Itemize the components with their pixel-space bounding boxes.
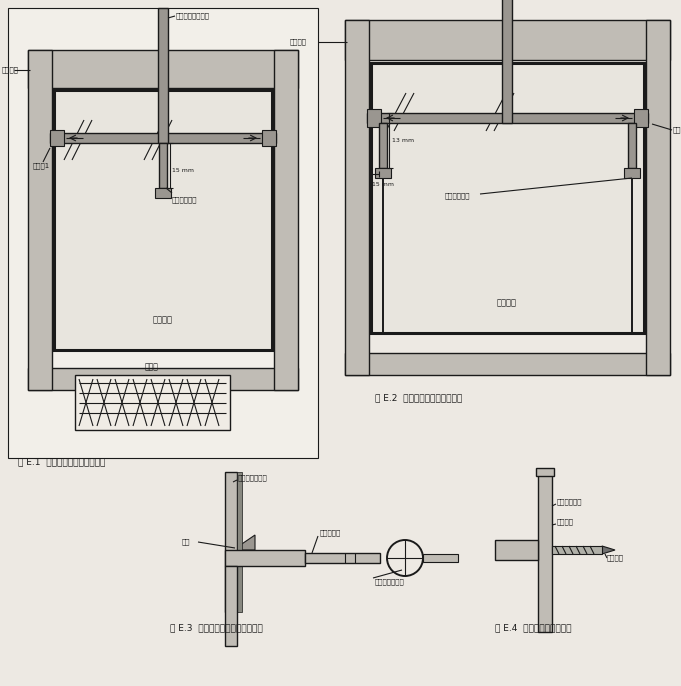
Bar — [50, 133, 276, 143]
Bar — [502, 0, 512, 123]
Text: 见详图1: 见详图1 — [33, 163, 50, 169]
Bar — [375, 168, 391, 178]
Bar — [345, 20, 670, 60]
Text: 定位螺母: 定位螺母 — [557, 519, 574, 525]
Bar — [54, 90, 272, 350]
Bar — [367, 109, 381, 127]
Text: 支撑触点: 支撑触点 — [607, 555, 624, 561]
Bar — [274, 50, 298, 390]
Bar — [237, 472, 242, 612]
Bar — [225, 472, 237, 612]
Bar — [155, 188, 171, 198]
Bar — [28, 50, 298, 88]
Bar — [538, 472, 552, 632]
Text: 见图E.4: 见图E.4 — [673, 127, 681, 133]
Text: 热箱不锈钢支撑架: 热箱不锈钢支撑架 — [176, 13, 210, 19]
Bar — [50, 130, 64, 146]
Polygon shape — [233, 535, 255, 550]
Text: 电热器: 电热器 — [145, 362, 159, 372]
Text: 试件洞口: 试件洞口 — [2, 67, 19, 73]
Text: 伸缩支撑杆: 伸缩支撑杆 — [320, 530, 341, 536]
Bar — [423, 554, 458, 562]
Text: 试件洞口内层面: 试件洞口内层面 — [238, 475, 268, 482]
Bar — [225, 550, 305, 566]
Text: 支撑杆锁紧螺帽: 支撑杆锁紧螺帽 — [375, 579, 405, 585]
Text: 玻璃试件: 玻璃试件 — [497, 298, 517, 307]
Text: 15 mm: 15 mm — [372, 182, 394, 187]
Bar — [225, 566, 237, 646]
Bar — [371, 63, 644, 333]
Bar — [628, 123, 636, 168]
Bar — [8, 8, 318, 458]
Bar — [536, 468, 554, 476]
Bar — [379, 123, 387, 168]
Bar — [495, 540, 538, 560]
Bar — [624, 168, 640, 178]
Bar — [646, 20, 670, 375]
Text: 胶垫: 胶垫 — [182, 539, 191, 545]
Text: 可调支撑触点: 可调支撑触点 — [445, 193, 471, 200]
Bar — [262, 130, 276, 146]
Text: 图 E.4  可调支撑触点示意图: 图 E.4 可调支撑触点示意图 — [495, 624, 571, 632]
Text: 试件洞口: 试件洞口 — [290, 38, 307, 45]
Text: 可调支控触点: 可调支控触点 — [172, 197, 197, 203]
Bar — [634, 109, 648, 127]
Text: 图 E.1  热箱检测辅助装置示意图: 图 E.1 热箱检测辅助装置示意图 — [18, 458, 106, 466]
Text: 图 E.2  冷箱检测辅助装置示意图: 图 E.2 冷箱检测辅助装置示意图 — [375, 394, 462, 403]
Bar — [75, 375, 230, 430]
Text: 不锈钢支撑架: 不锈钢支撑架 — [557, 499, 582, 506]
Bar — [28, 50, 52, 390]
Bar — [305, 553, 380, 563]
Bar — [345, 353, 670, 375]
Bar — [28, 368, 298, 390]
Bar — [345, 20, 369, 375]
Text: 13 mm: 13 mm — [392, 137, 414, 143]
Text: 玻璃试件: 玻璃试件 — [153, 316, 173, 324]
Polygon shape — [602, 546, 615, 554]
Text: 图 E.3  可调节支架固定方式示意图: 图 E.3 可调节支架固定方式示意图 — [170, 624, 263, 632]
Text: 15 mm: 15 mm — [172, 167, 194, 172]
Bar — [552, 546, 602, 554]
Bar — [367, 113, 648, 123]
Bar — [159, 143, 167, 188]
Bar — [158, 8, 168, 143]
